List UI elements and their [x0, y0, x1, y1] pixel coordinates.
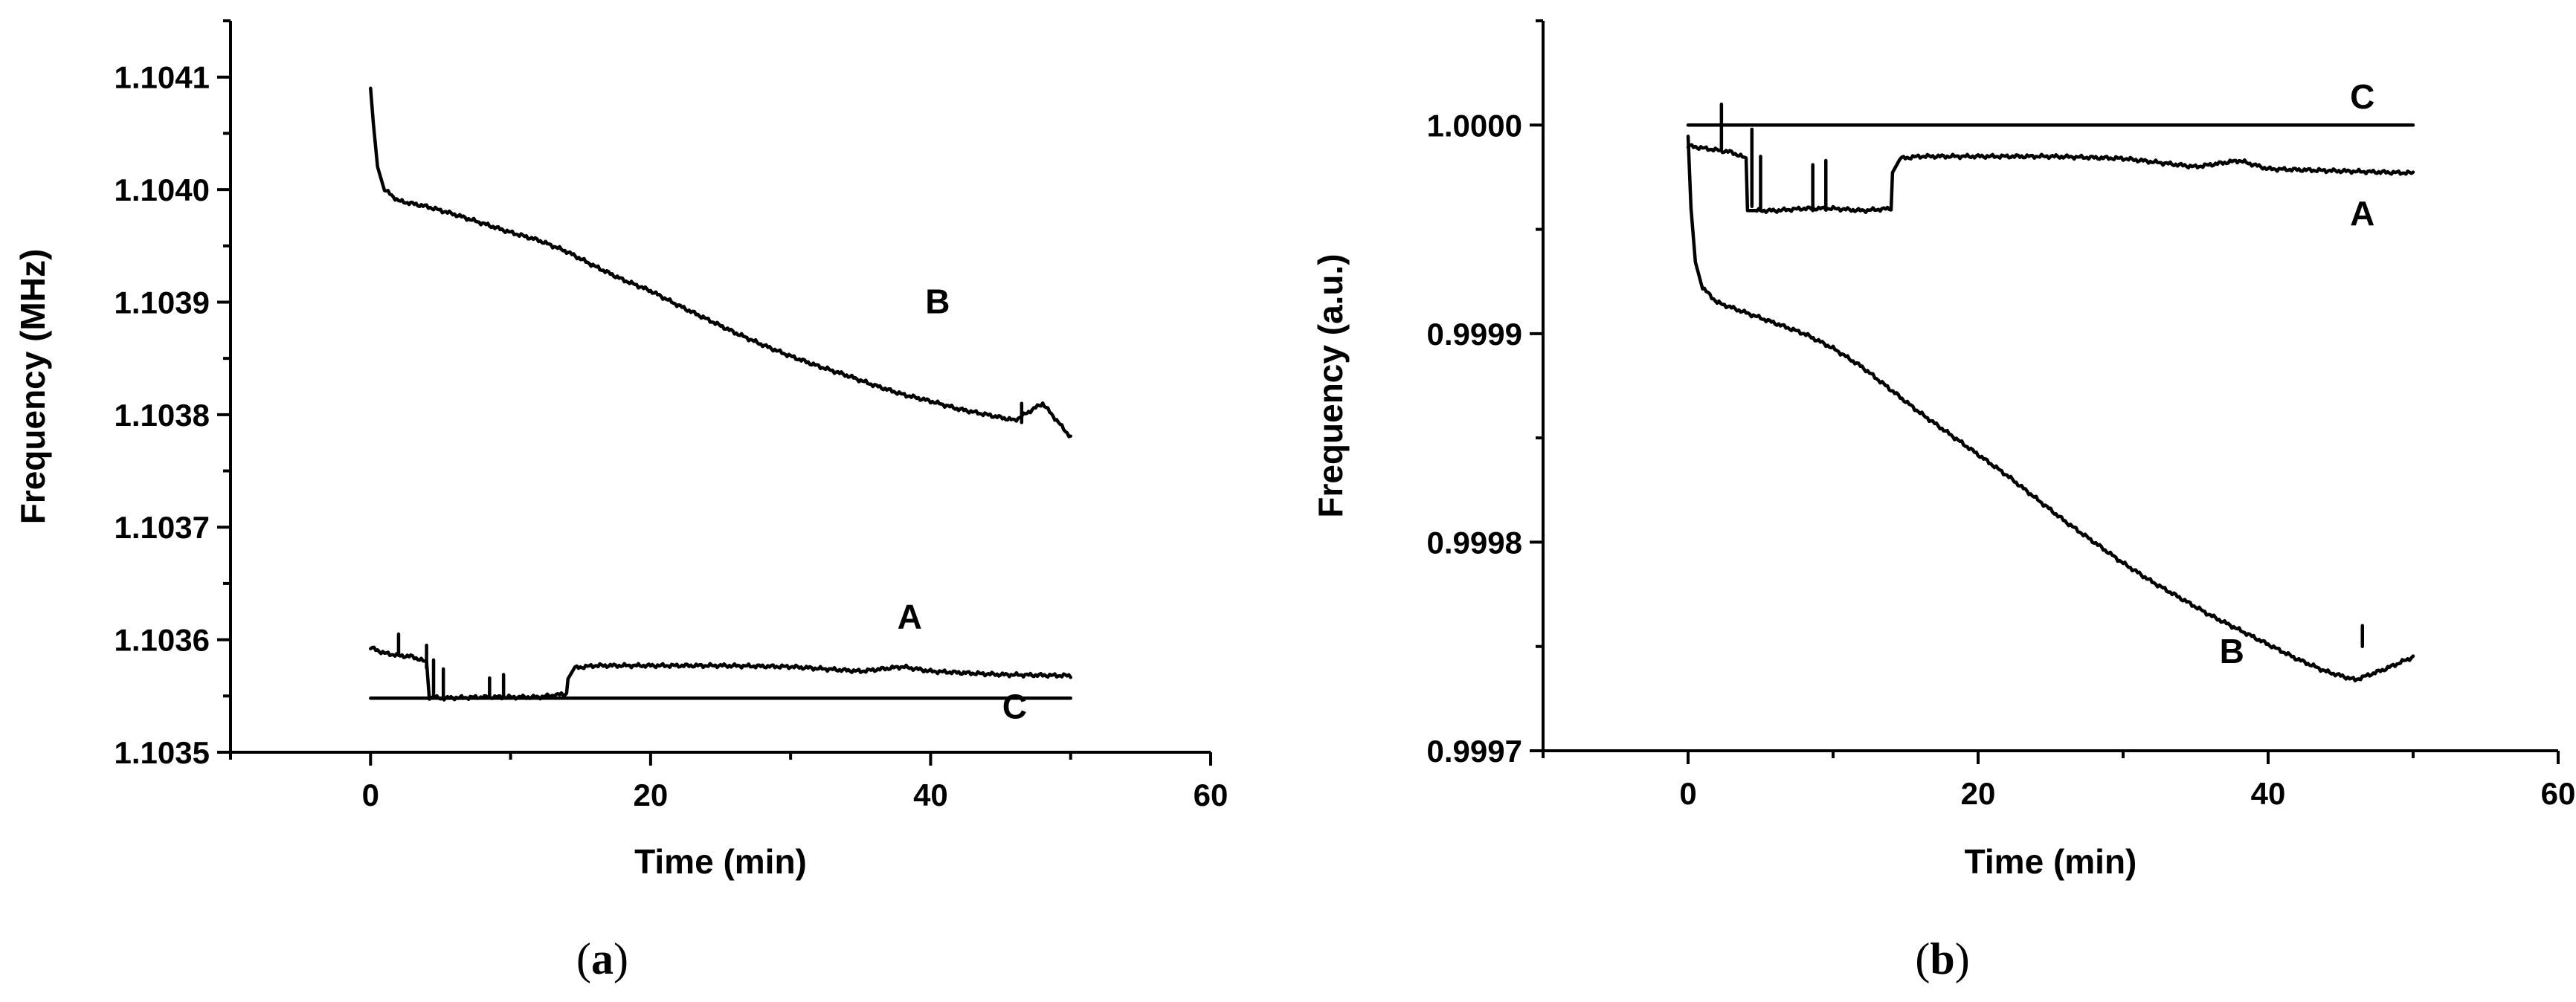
- panel-a-series-a-line: [369, 645, 1072, 702]
- panel-a-y-tick-label: 1.1038: [115, 398, 210, 433]
- panel-b-series-a-line: [1686, 143, 2415, 214]
- panel-a-y-axis-title: Frequency (MHz): [13, 249, 52, 525]
- panel-b-caption: (b): [1915, 934, 1969, 983]
- panel-a-y-tick-label: 1.1040: [115, 172, 210, 207]
- panel-b-y-axis-title: Frequency (a.u.): [1311, 253, 1350, 517]
- panel-b-series-label-b: B: [2220, 632, 2244, 670]
- panel-b-y-tick-label: 0.9997: [1427, 734, 1522, 769]
- panel-b-series-label-c: C: [2350, 77, 2374, 116]
- panel-a-x-tick-label: 0: [362, 778, 379, 812]
- panel-a-caption: (a): [576, 934, 628, 983]
- panel-a-y-tick-label: 1.1035: [115, 735, 210, 770]
- panel-b-x-axis-title: Time (min): [1965, 842, 2137, 881]
- panel-b-x-tick-label: 0: [1679, 776, 1696, 811]
- panel-b-chart: 0 20 40 60 0.9997 0.9998 0.9999 1.0000 Time (min…: [1311, 19, 2576, 881]
- panel-b-x-tick-label: 20: [1961, 776, 1996, 811]
- panel-a-y-tick-label: 1.1037: [115, 510, 210, 545]
- panel-b-series-label-a: A: [2350, 194, 2374, 233]
- panel-b-x-tick-label: 40: [2251, 776, 2286, 811]
- panel-a-y-tick-label: 1.1041: [115, 60, 210, 95]
- panel-a-series-label-b: B: [925, 282, 950, 321]
- panel-b-x-tick-label: 60: [2541, 776, 2576, 811]
- panel-a-y-tick-label: 1.1036: [115, 623, 210, 658]
- panel-b-y-tick-label: 1.0000: [1427, 108, 1522, 143]
- panel-a-axes: [229, 21, 1211, 754]
- panel-b-series-b-line: [1686, 135, 2415, 683]
- panel-a-x-tick-label: 60: [1194, 778, 1229, 812]
- panel-b-y-tick-label: 0.9998: [1427, 525, 1522, 560]
- panel-a-series-label-a: A: [898, 597, 922, 636]
- panel-a-series-b-line: [369, 86, 1072, 439]
- panel-b-axes: [1542, 21, 2558, 752]
- panel-a-x-tick-label: 40: [913, 778, 948, 812]
- panel-a-chart: 0 20 40 60 1.1035 1.1036 1.1037 1.1038 1.1039 1.1…: [13, 19, 1229, 881]
- panel-a-y-tick-label: 1.1039: [115, 285, 210, 320]
- panel-b-y-tick-label: 0.9999: [1427, 317, 1522, 352]
- panel-a-x-tick-label: 20: [633, 778, 668, 812]
- panel-a-x-axis-title: Time (min): [634, 842, 807, 881]
- panel-a-series-label-c: C: [1002, 688, 1027, 726]
